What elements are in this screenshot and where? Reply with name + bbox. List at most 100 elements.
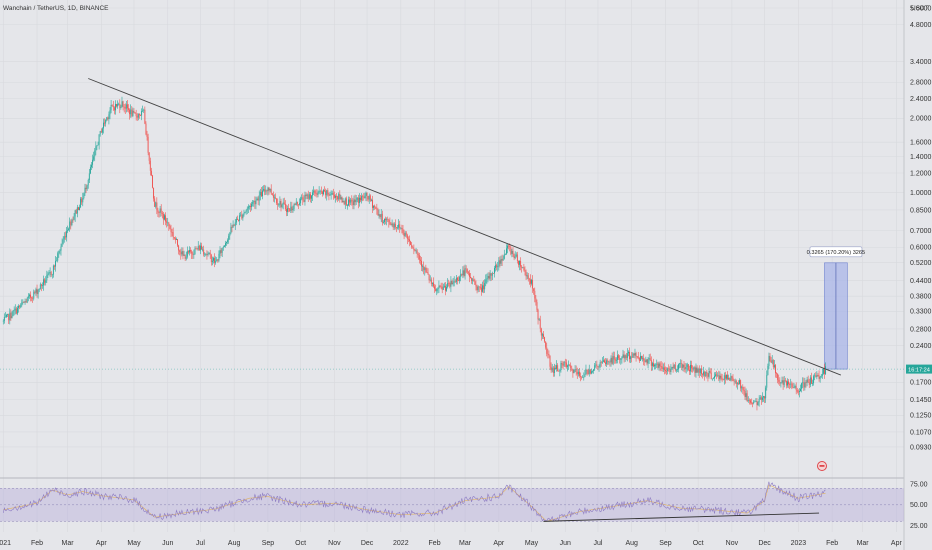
candle bbox=[516, 251, 518, 264]
candle bbox=[558, 370, 560, 372]
candle bbox=[92, 154, 94, 169]
candle bbox=[179, 249, 181, 256]
price-axis[interactable]: 5.6000 4.8000 3.4000 2.8000 2.4000 2.0000 1.60… bbox=[910, 5, 932, 451]
candle bbox=[747, 396, 749, 403]
time-tick-label: Aug bbox=[228, 540, 241, 547]
candle bbox=[181, 247, 183, 257]
candle bbox=[63, 232, 65, 243]
trendline[interactable] bbox=[88, 78, 841, 376]
candle bbox=[754, 400, 756, 403]
candle bbox=[80, 197, 82, 209]
candle bbox=[47, 271, 49, 279]
candle bbox=[117, 100, 119, 109]
candle bbox=[398, 219, 400, 230]
candle bbox=[629, 347, 630, 363]
candle bbox=[545, 341, 547, 350]
time-tick-label: Mar bbox=[61, 540, 74, 547]
candle bbox=[534, 287, 536, 303]
candle bbox=[726, 374, 727, 381]
candle bbox=[684, 362, 686, 373]
candle bbox=[805, 380, 807, 388]
candle bbox=[707, 372, 709, 382]
candle bbox=[6, 313, 7, 318]
candle bbox=[520, 257, 522, 271]
candle bbox=[73, 212, 75, 221]
candle bbox=[677, 365, 678, 373]
candle bbox=[244, 211, 246, 214]
price-tick-label: 1.6000 bbox=[910, 140, 932, 147]
time-tick-label: Feb bbox=[31, 540, 43, 547]
candle bbox=[755, 398, 757, 403]
candle bbox=[253, 200, 255, 207]
candle bbox=[231, 224, 233, 233]
candle bbox=[565, 359, 567, 369]
candle bbox=[735, 379, 737, 388]
candle bbox=[550, 362, 552, 373]
candle bbox=[473, 275, 475, 282]
candle bbox=[746, 390, 748, 402]
measure-tool[interactable]: 0.3265 (170.20%) 3265 bbox=[807, 246, 865, 370]
candle bbox=[705, 371, 707, 378]
candle bbox=[285, 204, 287, 217]
candle bbox=[413, 244, 415, 255]
candle bbox=[644, 358, 646, 366]
candle bbox=[702, 373, 703, 379]
candle bbox=[112, 100, 114, 111]
candle bbox=[319, 189, 321, 195]
candle bbox=[241, 210, 243, 220]
candle bbox=[771, 355, 773, 365]
candle bbox=[720, 373, 722, 381]
candle bbox=[669, 366, 671, 375]
price-tick-label: 2.8000 bbox=[910, 80, 932, 87]
candle bbox=[519, 260, 520, 271]
candle bbox=[594, 363, 596, 371]
time-tick-label: Mar bbox=[459, 540, 472, 547]
candle bbox=[351, 195, 353, 206]
candle bbox=[317, 190, 319, 198]
candle bbox=[753, 399, 755, 405]
candle bbox=[337, 195, 339, 203]
candle bbox=[784, 377, 786, 383]
candle bbox=[133, 108, 135, 114]
candle bbox=[201, 242, 202, 250]
alert-icon[interactable] bbox=[817, 461, 827, 471]
candle bbox=[46, 270, 48, 284]
candle bbox=[410, 240, 412, 246]
candle bbox=[191, 249, 193, 259]
candle bbox=[490, 272, 492, 281]
candle bbox=[484, 279, 486, 293]
trendline-tool[interactable] bbox=[88, 78, 841, 376]
candle bbox=[709, 368, 711, 374]
candle bbox=[7, 313, 9, 318]
candle bbox=[192, 251, 194, 260]
candle bbox=[13, 306, 15, 316]
candle bbox=[318, 186, 320, 195]
candle bbox=[716, 370, 718, 380]
candle bbox=[804, 377, 806, 391]
candle bbox=[596, 360, 598, 369]
candle bbox=[749, 398, 751, 405]
candle bbox=[348, 196, 349, 207]
candle bbox=[507, 243, 508, 254]
candle bbox=[455, 275, 457, 285]
price-tick-label: 0.7000 bbox=[910, 228, 932, 235]
candle bbox=[563, 360, 565, 368]
rsi-divergence-line[interactable] bbox=[543, 512, 820, 522]
candle bbox=[430, 277, 432, 287]
candle bbox=[206, 250, 208, 260]
candle bbox=[535, 294, 537, 306]
candle bbox=[483, 280, 485, 294]
candle bbox=[686, 362, 688, 372]
candle bbox=[739, 378, 740, 385]
candle bbox=[126, 99, 128, 112]
candle bbox=[196, 247, 198, 251]
candle bbox=[345, 196, 347, 206]
candle bbox=[233, 224, 235, 227]
candle bbox=[537, 308, 539, 325]
candle bbox=[682, 363, 684, 372]
candle bbox=[324, 186, 326, 192]
candle bbox=[384, 218, 385, 225]
time-axis[interactable]: 2021 Feb Mar Apr May Jun Jul Aug Sep Oct Nov Dec 202… bbox=[0, 540, 902, 547]
candle bbox=[492, 273, 494, 274]
